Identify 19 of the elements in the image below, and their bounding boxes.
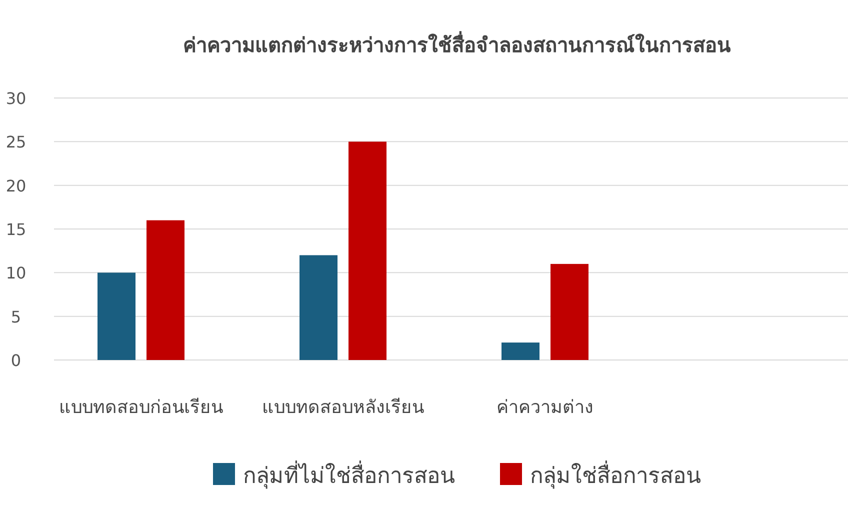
x-tick-label: ค่าความต่าง — [496, 397, 594, 418]
bar — [146, 220, 184, 360]
y-tick-label: 10 — [6, 264, 26, 283]
bar — [98, 272, 136, 360]
y-tick-label: 25 — [6, 132, 26, 152]
y-tick-label: 5 — [10, 307, 22, 326]
x-tick-label: แบบทดสอบก่อนเรียน — [59, 397, 223, 418]
chart-title: ค่าความแตกต่างระหว่างการใช้สื่อจำลองสถานการณ์ในการสอน — [183, 30, 731, 57]
bar — [502, 342, 540, 360]
bar — [348, 142, 386, 360]
y-tick-label: 0 — [10, 351, 22, 370]
legend-label: กลุ่มที่ไม่ใช่สื่อการสอน — [243, 460, 455, 489]
x-tick-label: แบบทดสอบหลังเรียน — [262, 397, 424, 418]
y-tick-label: 15 — [6, 220, 26, 239]
bar — [550, 264, 588, 360]
legend-label: กลุ่มใช่สื่อการสอน — [530, 460, 701, 489]
y-tick-label: 20 — [6, 176, 26, 196]
y-tick-label: 30 — [6, 89, 26, 108]
bar — [300, 255, 338, 360]
